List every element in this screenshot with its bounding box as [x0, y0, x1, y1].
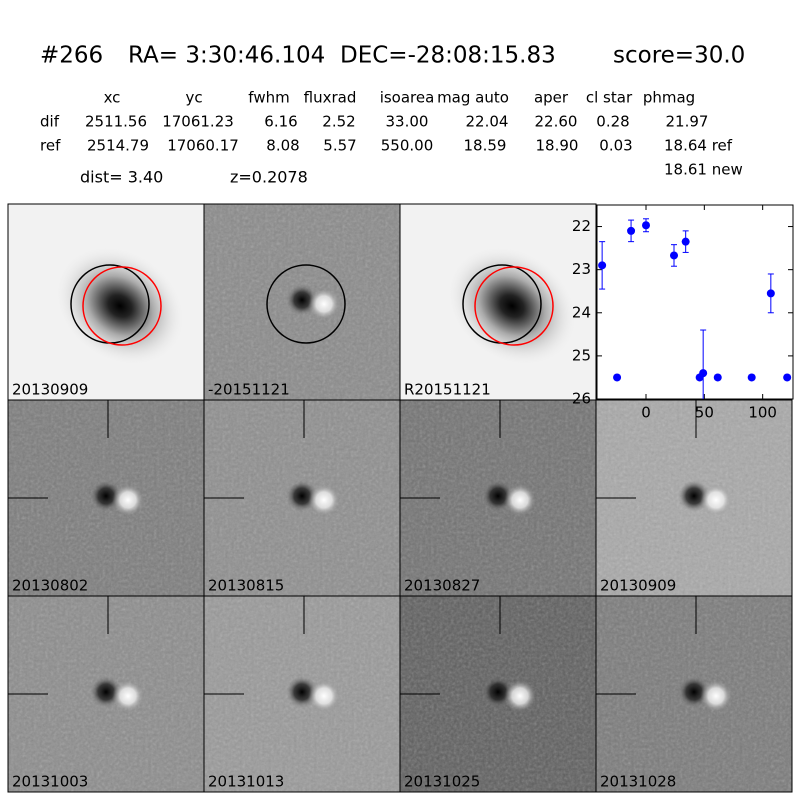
bright-lobe	[308, 484, 340, 516]
image-panel: 20130802	[7, 399, 205, 597]
redshift: z=0.2078	[230, 168, 308, 187]
cell: 0.28	[596, 113, 629, 131]
panel-label: 20130827	[404, 577, 480, 595]
cell: 18.90	[536, 137, 579, 155]
bright-lobe	[504, 484, 536, 516]
data-point	[747, 373, 756, 382]
image-panel: R20151121	[399, 203, 597, 401]
image-panel: 20131003	[7, 595, 205, 793]
data-point	[766, 289, 775, 298]
panel-label: -20151121	[208, 381, 290, 399]
cell: 8.08	[266, 137, 299, 155]
data-point	[613, 373, 622, 382]
bright-lobe	[308, 288, 340, 320]
cell: 17060.17	[167, 137, 239, 155]
y-tick-label: 24	[572, 303, 591, 321]
column-header: aper	[534, 89, 569, 107]
cell: 2.52	[322, 113, 355, 131]
bright-lobe	[504, 680, 536, 712]
cell: 18.59	[464, 137, 507, 155]
cell: 22.60	[535, 113, 578, 131]
x-tick-label: 50	[695, 404, 714, 422]
cell: 33.00	[386, 113, 429, 131]
image-panel: 20130909	[595, 399, 793, 597]
aperture-new	[474, 266, 554, 346]
panel-label: 20131003	[12, 773, 88, 791]
data-point	[642, 221, 650, 230]
data-point	[713, 373, 722, 382]
panel-label: 20130909	[600, 577, 676, 595]
data-point	[681, 237, 690, 246]
cell: 0.03	[599, 137, 632, 155]
column-header: fwhm	[248, 89, 289, 107]
cell: 2511.56	[85, 113, 147, 131]
panel-label: 20130802	[12, 577, 88, 595]
bright-lobe	[700, 680, 732, 712]
bright-lobe	[308, 680, 340, 712]
x-tick-label: 100	[748, 404, 777, 422]
image-panel: 20130827	[399, 399, 597, 597]
bright-lobe	[112, 484, 144, 516]
cell: 22.04	[466, 113, 509, 131]
column-header: xc	[104, 89, 121, 107]
cell: 21.97	[666, 113, 709, 131]
plot-area	[596, 204, 794, 400]
score: score=30.0	[613, 43, 745, 69]
panel-label: 20131013	[208, 773, 284, 791]
panel-label: R20151121	[404, 381, 491, 399]
cell: 18.64 ref	[664, 137, 733, 155]
phmag-new: 18.61 new	[664, 161, 743, 179]
data-point	[670, 251, 678, 260]
data-point	[699, 369, 708, 378]
image-panel: 20131013	[203, 595, 401, 793]
column-header: mag auto	[437, 89, 509, 107]
cell: 17061.23	[162, 113, 234, 131]
row-label: dif	[40, 113, 60, 131]
aperture-new	[82, 266, 162, 346]
x-tick-label: 0	[641, 404, 651, 422]
panel-label: 20131025	[404, 773, 480, 791]
column-header: phmag	[643, 89, 695, 107]
image-panel: 20130815	[203, 399, 401, 597]
data-point	[627, 226, 636, 235]
cell: 2514.79	[87, 137, 149, 155]
column-header: cl star	[586, 89, 633, 107]
bright-lobe	[112, 680, 144, 712]
bright-lobe	[700, 484, 732, 516]
dec: DEC=-28:08:15.83	[340, 43, 556, 69]
row-label: ref	[40, 137, 61, 155]
y-tick-label: 25	[572, 346, 591, 364]
data-point	[598, 261, 607, 270]
panel-label: 20130909	[12, 381, 88, 399]
column-header: yc	[185, 89, 202, 107]
column-header: fluxrad	[304, 89, 357, 107]
dist: dist= 3.40	[80, 168, 163, 187]
column-header: isoarea	[380, 89, 435, 107]
panel-label: 20131028	[600, 773, 676, 791]
cell: 550.00	[381, 137, 434, 155]
image-panel: 20130909	[7, 203, 205, 401]
y-tick-label: 26	[572, 390, 591, 408]
cell: 5.57	[323, 137, 356, 155]
candidate-id: #266	[40, 43, 103, 69]
image-panel: 20131025	[399, 595, 597, 793]
data-point	[783, 373, 792, 382]
image-panel: 20131028	[595, 595, 793, 793]
panel-label: 20130815	[208, 577, 284, 595]
panel-border	[595, 595, 793, 793]
image-panel: -20151121	[203, 203, 401, 401]
aperture	[266, 264, 346, 344]
y-tick-label: 22	[572, 217, 591, 235]
cell: 6.16	[264, 113, 297, 131]
y-tick-label: 23	[572, 260, 591, 278]
ra: RA= 3:30:46.104	[128, 43, 325, 69]
